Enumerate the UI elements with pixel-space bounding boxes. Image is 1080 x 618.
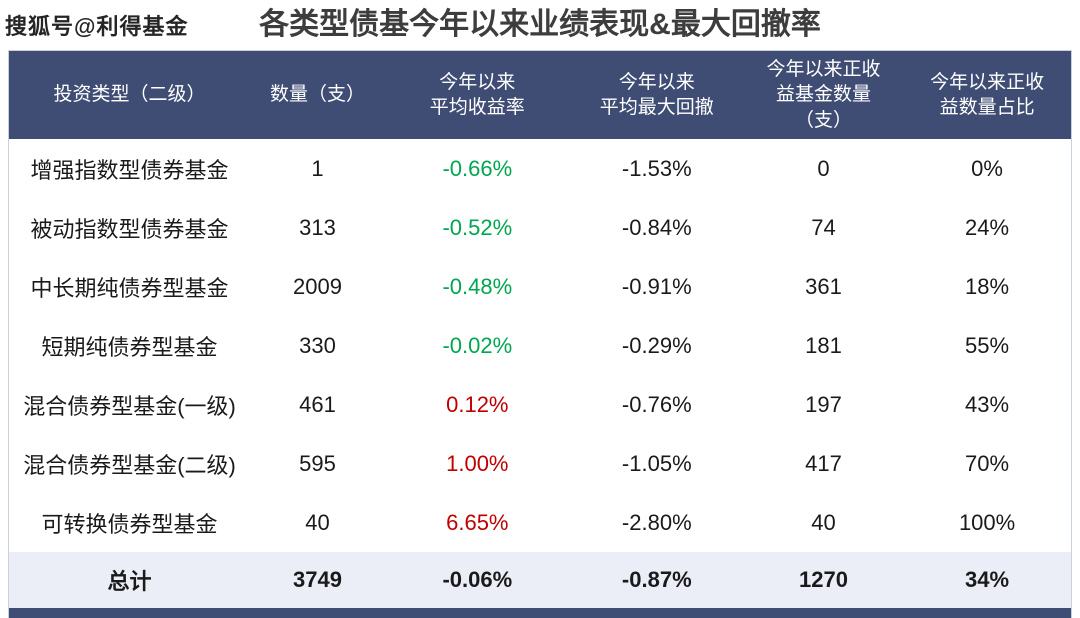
cell-positive-ratio: 18% — [903, 257, 1071, 316]
table-row: 增强指数型债券基金 1 -0.66% -1.53% 0 0% — [9, 139, 1071, 198]
cell-avg-return: -0.48% — [384, 257, 570, 316]
cell-total-count: 3749 — [250, 552, 385, 608]
cell-positive-count: 0 — [743, 139, 904, 198]
cell-total-positive-count: 1270 — [743, 552, 904, 608]
cell-max-drawdown: -2.80% — [569, 493, 744, 552]
cell-count: 1 — [250, 139, 385, 198]
cell-max-drawdown: -0.84% — [569, 198, 744, 257]
cell-avg-return: -0.66% — [384, 139, 570, 198]
cell-fund-type: 可转换债券型基金 — [9, 493, 251, 552]
page-title: 各类型债基今年以来业绩表现&最大回撤率 — [259, 8, 821, 41]
cell-positive-ratio: 55% — [903, 316, 1071, 375]
cell-avg-return: 0.12% — [384, 375, 570, 434]
cell-positive-ratio: 0% — [903, 139, 1071, 198]
cell-total-max-drawdown: -0.87% — [569, 552, 744, 608]
table-row: 中长期纯债券型基金 2009 -0.48% -0.91% 361 18% — [9, 257, 1071, 316]
column-header-positive-ratio: 今年以来正收 益数量占比 — [903, 51, 1071, 139]
column-header-count: 数量（支） — [250, 51, 385, 139]
column-header-avg-return: 今年以来 平均收益率 — [384, 51, 570, 139]
table-row: 混合债券型基金(二级) 595 1.00% -1.05% 417 70% — [9, 434, 1071, 493]
table-row: 混合债券型基金(一级) 461 0.12% -0.76% 197 43% — [9, 375, 1071, 434]
cell-positive-ratio: 70% — [903, 434, 1071, 493]
cell-count: 313 — [250, 198, 385, 257]
cell-avg-return: -0.02% — [384, 316, 570, 375]
cell-positive-count: 74 — [743, 198, 904, 257]
cell-count: 330 — [250, 316, 385, 375]
cell-positive-ratio: 100% — [903, 493, 1071, 552]
cell-fund-type: 被动指数型债券基金 — [9, 198, 251, 257]
cell-fund-type: 混合债券型基金(二级) — [9, 434, 251, 493]
performance-table: 投资类型（二级） 数量（支） 今年以来 平均收益率 今年以来 平均最大回撤 今年… — [9, 51, 1071, 608]
cell-max-drawdown: -0.29% — [569, 316, 744, 375]
column-header-max-drawdown: 今年以来 平均最大回撤 — [569, 51, 744, 139]
cell-positive-count: 181 — [743, 316, 904, 375]
cell-fund-type: 中长期纯债券型基金 — [9, 257, 251, 316]
table-footer-bar — [9, 608, 1071, 618]
cell-positive-count: 417 — [743, 434, 904, 493]
cell-max-drawdown: -0.91% — [569, 257, 744, 316]
cell-count: 40 — [250, 493, 385, 552]
cell-fund-type: 增强指数型债券基金 — [9, 139, 251, 198]
table-row: 被动指数型债券基金 313 -0.52% -0.84% 74 24% — [9, 198, 1071, 257]
cell-max-drawdown: -0.76% — [569, 375, 744, 434]
cell-positive-count: 361 — [743, 257, 904, 316]
watermark: 搜狐号@利得基金 — [5, 14, 189, 39]
cell-positive-count: 197 — [743, 375, 904, 434]
cell-count: 595 — [250, 434, 385, 493]
table-row: 短期纯债券型基金 330 -0.02% -0.29% 181 55% — [9, 316, 1071, 375]
cell-total-positive-ratio: 34% — [903, 552, 1071, 608]
performance-table-container: 投资类型（二级） 数量（支） 今年以来 平均收益率 今年以来 平均最大回撤 今年… — [8, 50, 1072, 618]
cell-fund-type: 短期纯债券型基金 — [9, 316, 251, 375]
cell-count: 2009 — [250, 257, 385, 316]
cell-fund-type: 混合债券型基金(一级) — [9, 375, 251, 434]
cell-total-avg-return: -0.06% — [384, 552, 570, 608]
cell-positive-ratio: 24% — [903, 198, 1071, 257]
table-row: 可转换债券型基金 40 6.65% -2.80% 40 100% — [9, 493, 1071, 552]
cell-max-drawdown: -1.05% — [569, 434, 744, 493]
cell-avg-return: 1.00% — [384, 434, 570, 493]
cell-avg-return: 6.65% — [384, 493, 570, 552]
cell-total-label: 总计 — [9, 552, 251, 608]
cell-positive-ratio: 43% — [903, 375, 1071, 434]
table-total-row: 总计 3749 -0.06% -0.87% 1270 34% — [9, 552, 1071, 608]
cell-max-drawdown: -1.53% — [569, 139, 744, 198]
column-header-fund-type: 投资类型（二级） — [9, 51, 251, 139]
column-header-positive-count: 今年以来正收 益基金数量 （支） — [743, 51, 904, 139]
cell-count: 461 — [250, 375, 385, 434]
page-header: 搜狐号@利得基金 各类型债基今年以来业绩表现&最大回撤率 — [0, 0, 1080, 50]
cell-avg-return: -0.52% — [384, 198, 570, 257]
cell-positive-count: 40 — [743, 493, 904, 552]
table-header-row: 投资类型（二级） 数量（支） 今年以来 平均收益率 今年以来 平均最大回撤 今年… — [9, 51, 1071, 139]
